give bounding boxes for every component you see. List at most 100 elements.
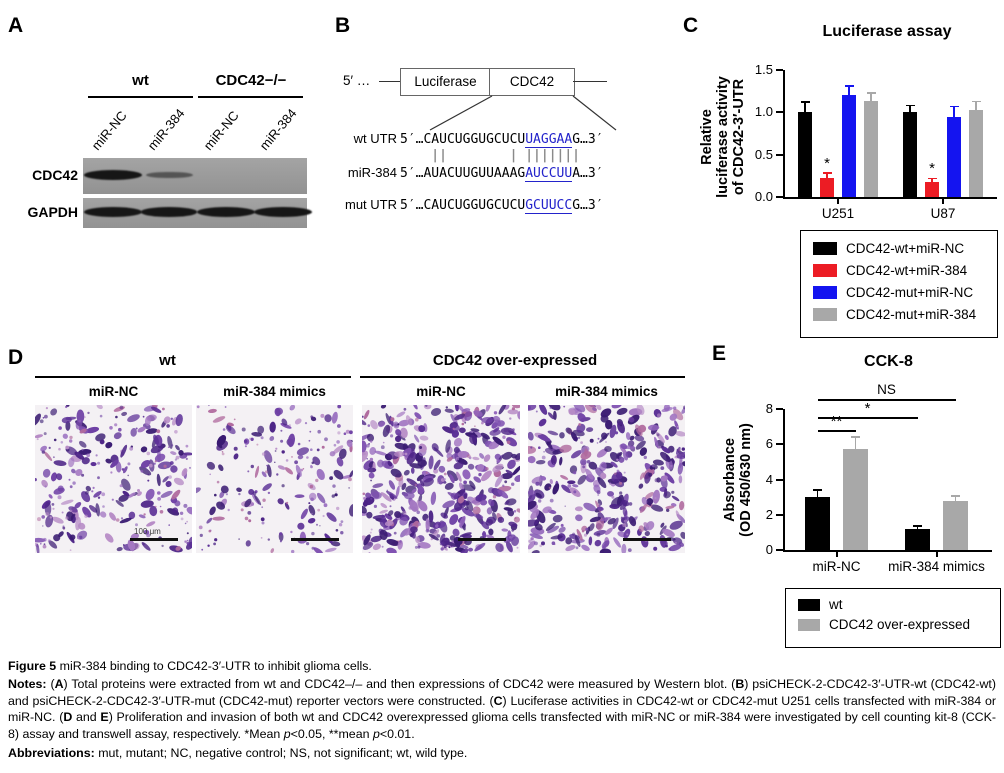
luciferase-assay-chart: Luciferase assay Relative luciferase act… (685, 15, 1004, 230)
y-axis-label: Relative luciferase activity of CDC42-3′… (699, 76, 747, 198)
sequence-name: wt UTR (353, 131, 397, 146)
x-category-label: U251 (821, 206, 855, 221)
caption-segment: mut, mutant; NC, negative control; NS, n… (98, 746, 468, 760)
scale-bar (291, 538, 339, 541)
error-bar-whisker (954, 496, 957, 501)
lane-label-4: miR-384 (256, 105, 300, 153)
lane-label-3: miR-NC (200, 107, 242, 153)
y-tick-mark (776, 111, 783, 114)
scale-bar (623, 538, 671, 541)
blot-row-label-cdc42: CDC42 (32, 167, 78, 183)
scale-bar (130, 538, 178, 541)
y-tick-label: 2 (765, 506, 773, 522)
error-bar-cap (851, 436, 860, 438)
blot-group-header-wt: wt (132, 72, 149, 89)
subheader-mir384-1: miR-384 mimics (223, 384, 326, 399)
y-tick-mark (776, 443, 783, 446)
error-bar-cap (951, 495, 960, 498)
bar-miR-NC-CDC42 over-expressed (843, 448, 868, 550)
legend-swatch-gray (813, 308, 837, 321)
x-category-label: miR-NC (812, 559, 861, 574)
legend-item: CDC42 over-expressed (798, 617, 1000, 632)
caption-segment: ) Total proteins were extracted from wt … (63, 677, 736, 691)
caption-segment: <0.01. (379, 726, 415, 741)
bar-U87-CDC42-wt+miR-NC (903, 112, 917, 197)
error-bar-cap (949, 105, 959, 108)
legend-item: CDC42-wt+miR-384 (813, 263, 997, 278)
construct-box-cdc42: CDC42 (489, 68, 575, 96)
x-tick-mark (837, 199, 839, 204)
sequence-name: mut UTR (345, 197, 397, 212)
error-bar-cap (800, 101, 810, 103)
panel-c-label: C (683, 14, 699, 37)
comparison-label: NS (877, 382, 896, 397)
y-tick-label: 0 (765, 542, 773, 557)
error-bar-whisker (909, 105, 911, 113)
caption-segment: D (63, 710, 73, 725)
error-bar-cap (822, 172, 832, 175)
y-axis (783, 409, 785, 552)
error-bar-whisker (854, 437, 857, 449)
scale-bar (458, 538, 506, 541)
x-category-label: miR-384 mimics (888, 559, 985, 574)
bar-U87-CDC42-mut+miR-NC (947, 117, 961, 197)
legend-luciferase: CDC42-wt+miR-NC CDC42-wt+miR-384 CDC42-m… (800, 230, 998, 338)
lane-label-1: miR-NC (88, 107, 130, 153)
blot-row-label-gapdh: GAPDH (27, 204, 78, 220)
caption-segment: ) psiCHECK-2-CDC42-3′-UTR-wt (CDC42-wt) … (8, 677, 996, 708)
scale-bar-label: 100 μm (134, 527, 161, 536)
caption-segment: E (100, 710, 109, 725)
bar-miR-384 mimics-wt (905, 528, 930, 550)
chart-title: Luciferase assay (822, 23, 952, 40)
western-blot-strip-cdc42 (83, 158, 307, 194)
y-tick-label: 8 (765, 401, 773, 416)
caption-segment: C (493, 693, 503, 708)
sequence-match-row: || | ||||||| (335, 148, 580, 163)
y-tick-label: 0.0 (754, 189, 773, 204)
sequence-text: 5′…AUACUUGUUAAAGAUCCUUA…3′ (400, 166, 604, 182)
panel-a-label: A (8, 14, 24, 37)
y-tick-mark (776, 196, 783, 198)
legend-swatch-black (798, 598, 820, 611)
seed-region-mut: GCUUCC (525, 198, 573, 214)
legend-item: wt (798, 597, 1000, 612)
bar-U87-CDC42-mut+miR-384 (969, 109, 983, 197)
micrograph-svg (357, 401, 524, 558)
micrograph-svg: 100 μm (32, 402, 196, 555)
caption-segment: and (72, 710, 101, 725)
panel-e-label: E (712, 342, 727, 365)
error-bar-whisker (848, 86, 850, 96)
caption-segment: <0.05, **mean (290, 726, 373, 741)
transwell-underline-overexpressed (360, 376, 685, 378)
y-tick-label: 1.0 (754, 104, 773, 120)
comparison-line (817, 399, 956, 401)
significance-star: * (824, 155, 830, 173)
sequence-text: 5′…CAUCUGGUGCUCUGCUUCCG…3′ (400, 198, 604, 214)
error-bar-whisker (826, 173, 828, 178)
sequence-row-mir384: miR-384 5′…AUACUUGUUAAAGAUCCUUA…3′ (335, 165, 604, 182)
y-axis (783, 70, 785, 199)
y-tick-mark (776, 478, 783, 481)
y-tick-mark (776, 549, 783, 551)
bar-U251-CDC42-mut+miR-NC (842, 95, 856, 197)
error-bar-whisker (916, 526, 919, 529)
y-tick-label: 4 (765, 471, 773, 487)
western-blot-strip-gapdh (83, 198, 312, 228)
x-tick-mark (835, 552, 838, 557)
panel-d-label: D (8, 346, 24, 369)
error-bar-cap (905, 104, 915, 107)
zoom-bracket-lines (429, 95, 617, 131)
comparison-line (817, 417, 918, 419)
transwell-header-wt: wt (159, 352, 176, 369)
comparison-label: ** (830, 413, 843, 430)
bar-U251-CDC42-mut+miR-384 (864, 101, 878, 197)
legend-item: CDC42-wt+miR-NC (813, 241, 997, 256)
error-bar-whisker (975, 101, 977, 110)
sequence-name: miR-384 (347, 165, 397, 180)
error-bar-whisker (870, 92, 872, 102)
caption-segment: B (735, 677, 745, 691)
sequence-text: 5′…CAUCUGGUGCUCUUAGGAAG…3′ (400, 132, 604, 148)
base-pair-marks: || | ||||||| (400, 148, 581, 163)
transwell-header-overexpressed: CDC42 over-expressed (432, 352, 598, 369)
y-tick-label: 6 (765, 436, 773, 452)
